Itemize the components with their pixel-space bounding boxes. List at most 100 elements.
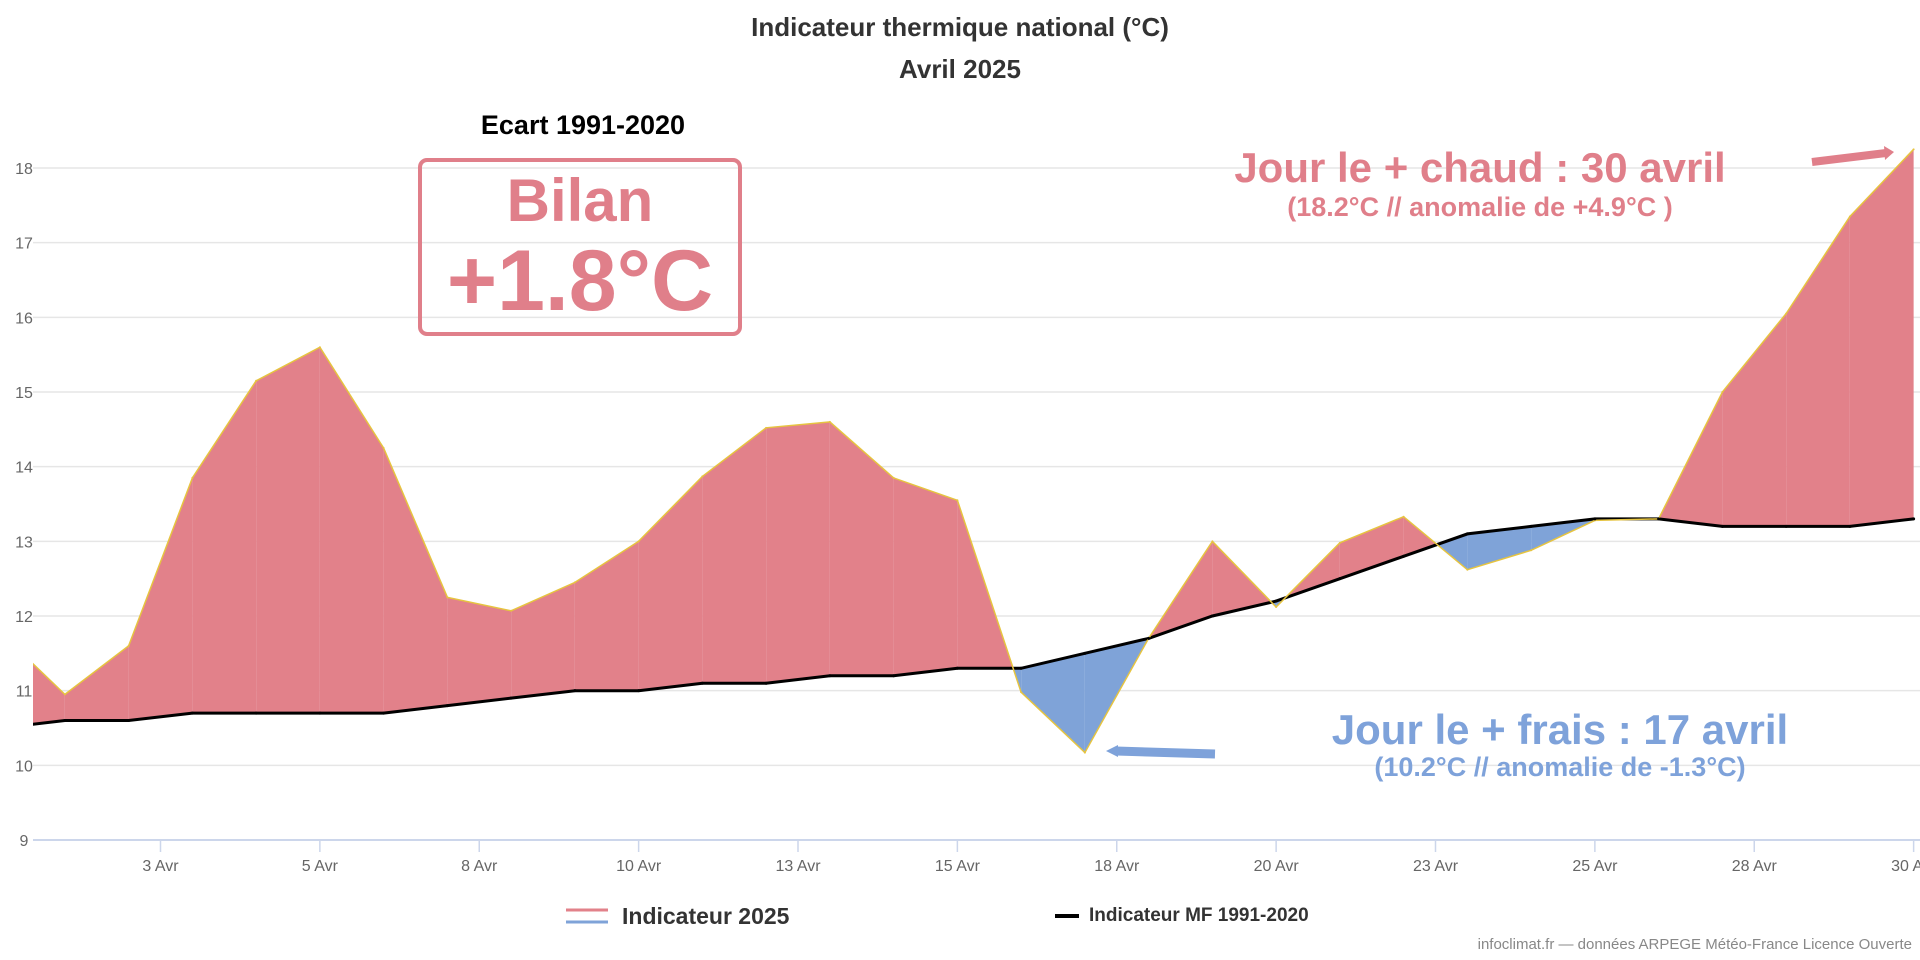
normal-series-point (1593, 517, 1597, 521)
y-tick-label: 17 (15, 236, 33, 253)
y-tick-label: 11 (16, 684, 33, 701)
x-tick-label: 10 Avr (616, 858, 662, 875)
normal-series-point (764, 681, 768, 685)
normal-series-point (318, 711, 322, 715)
series-2025-point (318, 346, 321, 349)
x-tick-label: 23 Avr (1413, 858, 1459, 875)
series-2025-point (765, 426, 768, 429)
warm-anomaly-area (319, 347, 384, 714)
normal-series-point (637, 689, 641, 693)
cold-day-detail: (10.2°C // anomalie de -1.3°C) (1374, 752, 1746, 782)
series-2025-point (127, 644, 130, 647)
warm-anomaly-area (383, 448, 448, 714)
anomaly-areas (33, 149, 1914, 753)
normal-series-point (1210, 614, 1214, 618)
y-tick-label: 16 (15, 310, 33, 327)
normal-series-point (1147, 636, 1151, 640)
chart-title: Indicateur thermique national (°C) (751, 12, 1169, 42)
warm-anomaly-area (829, 421, 894, 676)
series-2025-point (828, 420, 831, 423)
series-2025-point (956, 499, 959, 502)
warm-anomaly-area (256, 347, 320, 714)
warm-anomaly-area (1722, 313, 1787, 527)
x-tick-label: 13 Avr (775, 858, 821, 875)
series-2025-point (510, 609, 513, 612)
warm-anomaly-area (128, 477, 193, 721)
normal-series-point (1274, 599, 1278, 603)
series-2025-point (1338, 541, 1341, 544)
normal-series-point (1402, 554, 1406, 558)
warm-anomaly-area (766, 421, 830, 684)
warm-anomaly-area (893, 477, 958, 676)
y-tick-label: 14 (15, 460, 33, 477)
y-tick-label: 18 (15, 161, 33, 178)
series-2025-point (1785, 312, 1788, 315)
normal-series-point (1083, 651, 1087, 655)
cold-arrow (1115, 746, 1216, 759)
cool-anomaly-area (1467, 526, 1532, 570)
hot-arrow (1811, 149, 1887, 166)
warm-anomaly-area (1658, 392, 1723, 527)
legend-swatches (566, 908, 1079, 924)
legend-item-normal[interactable]: Indicateur MF 1991-2020 (1089, 905, 1309, 926)
cold-arrow-head (1106, 745, 1118, 757)
warm-anomaly-area (511, 582, 575, 699)
normal-series-point (63, 719, 67, 723)
normal-series-point (445, 704, 449, 708)
legend-item-2025[interactable]: Indicateur 2025 (622, 903, 790, 929)
normal-series-point (1465, 532, 1469, 536)
hot-arrow-head (1884, 146, 1894, 160)
y-tick-label: 10 (15, 758, 33, 775)
y-tick-label: 13 (15, 534, 33, 551)
series-lines (0, 148, 1916, 754)
series-2025-point (63, 693, 66, 696)
normal-series-point (1019, 666, 1023, 670)
chart-subtitle: Avril 2025 (899, 54, 1021, 84)
warm-anomaly-area (702, 427, 767, 684)
warm-anomaly-area (1339, 516, 1404, 579)
hot-day-detail: (18.2°C // anomalie de +4.9°C ) (1287, 192, 1673, 222)
x-tick-label: 25 Avr (1572, 858, 1618, 875)
series-2025-point (573, 581, 576, 584)
series-2025-point (1275, 606, 1278, 609)
warm-anomaly-area (638, 476, 703, 691)
series-2025-point (1530, 549, 1533, 552)
normal-series-point (828, 674, 832, 678)
series-2025-point (1211, 540, 1214, 543)
y-tick-label: 9 (20, 833, 29, 850)
warm-anomaly-area (192, 380, 257, 714)
x-tick-label: 30 Avr (1891, 858, 1920, 875)
series-2025-point (1721, 391, 1724, 393)
series-2025-point (382, 447, 385, 449)
series-2025-point (446, 596, 449, 599)
warm-anomaly-area (447, 597, 512, 706)
series-2025-point (1466, 568, 1469, 571)
normal-series-point (1529, 524, 1533, 528)
bilan-value: +1.8°C (446, 233, 714, 329)
x-tick-label: 18 Avr (1094, 858, 1140, 875)
normal-series-point (955, 666, 959, 670)
normal-series-point (1784, 524, 1788, 528)
normal-series-point (1848, 524, 1852, 528)
x-tick-label: 15 Avr (935, 858, 981, 875)
normal-series-point (0, 727, 3, 730)
y-tick-label: 15 (15, 385, 33, 402)
y-tick-label: 12 (15, 609, 33, 626)
series-2025-point (1848, 215, 1851, 218)
x-tick-label: 3 Avr (142, 858, 179, 875)
series-2025-point (191, 476, 194, 479)
x-tick-label: 28 Avr (1732, 858, 1778, 875)
ecart-label: Ecart 1991-2020 (480, 110, 686, 140)
x-tick-label: 8 Avr (461, 858, 498, 875)
bilan-box: Bilan +1.8°C (418, 158, 742, 336)
credits[interactable]: infoclimat.fr — données ARPEGE Météo-Fra… (1477, 936, 1912, 953)
bilan-label: Bilan (506, 167, 654, 234)
series-2025-point (892, 476, 895, 479)
annotation-arrows (1106, 146, 1894, 759)
warm-anomaly-area (1212, 541, 1272, 616)
series-2025-point (701, 475, 704, 478)
hot-day-title: Jour le + chaud : 30 avril (1234, 144, 1726, 191)
series-2025-point (1912, 148, 1915, 151)
normal-series-point (1338, 577, 1342, 581)
